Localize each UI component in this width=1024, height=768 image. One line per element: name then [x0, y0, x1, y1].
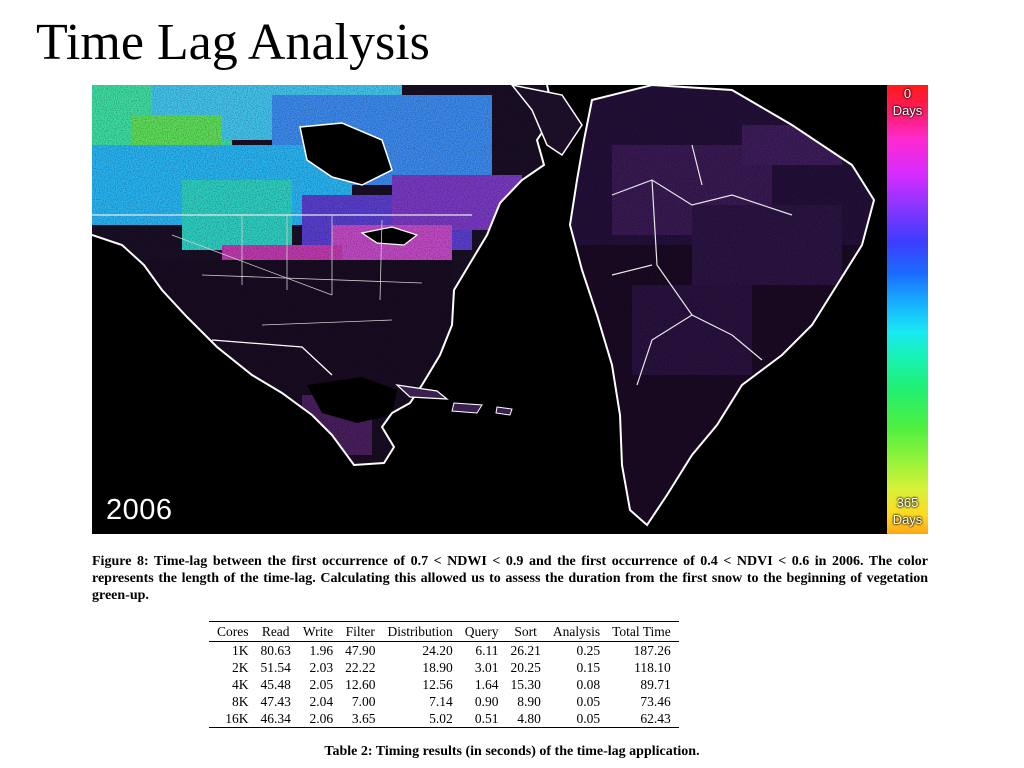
table-cell: 18.90	[422, 660, 453, 675]
table-cell: 0.15	[576, 660, 601, 675]
table-cell: 2.04	[309, 694, 334, 709]
table-cell: 8.90	[517, 694, 541, 709]
column-header-analysis: Analysis	[546, 621, 607, 642]
scale-bottom-value: 365	[896, 495, 919, 510]
color-scale-bar: 0 Days 365 Days	[887, 85, 928, 534]
table-cell: 46.34	[260, 711, 291, 726]
table-cell: 4.80	[517, 711, 541, 726]
table-cell: 0.90	[474, 694, 499, 709]
scale-top-unit: Days	[892, 103, 923, 118]
table-cell: 3.01	[474, 660, 499, 675]
table-cell: 1.96	[309, 643, 334, 658]
table-cell: 1K	[232, 643, 249, 658]
table-header-row: Cores Read Write Filter Distribution Que…	[209, 621, 679, 642]
table-cell: 0.05	[576, 694, 601, 709]
table-cell: 80.63	[260, 643, 291, 658]
table-cell: 51.54	[260, 660, 291, 675]
table-cell: 22.22	[345, 660, 376, 675]
table-cell: 4K	[232, 677, 249, 692]
table-cell: 89.71	[640, 677, 671, 692]
column-header-write: Write	[296, 621, 340, 642]
scale-top-value: 0	[903, 86, 912, 101]
table-cell: 73.46	[640, 694, 671, 709]
table-cell: 0.08	[576, 677, 601, 692]
table-cell: 7.00	[351, 694, 376, 709]
table-cell: 2K	[232, 660, 249, 675]
south-america-landmass	[568, 85, 876, 527]
column-header-read: Read	[254, 621, 297, 642]
table-cell: 62.43	[640, 711, 671, 726]
table-cell: 47.90	[345, 643, 376, 658]
table-cell: 0.05	[576, 711, 601, 726]
table-row: 2K 51.54 2.03 22.22 18.90 3.01 20.25 0.1…	[209, 659, 679, 676]
table-cell: 2.06	[309, 711, 334, 726]
table-cell: 24.20	[422, 643, 453, 658]
table-cell: 118.10	[634, 660, 671, 675]
time-lag-map-figure: 2006 0 Days 365 Days	[92, 85, 928, 534]
column-header-filter: Filter	[339, 621, 382, 642]
table-cell: 26.21	[510, 643, 541, 658]
table-cell: 15.30	[510, 677, 541, 692]
map-year-label: 2006	[106, 494, 173, 526]
table-cell: 12.60	[345, 677, 376, 692]
table-cell: 6.11	[475, 643, 499, 658]
table-cell: 45.48	[260, 677, 291, 692]
column-header-total-time: Total Time	[606, 621, 679, 642]
table-cell: 187.26	[633, 643, 671, 658]
column-header-sort: Sort	[504, 621, 547, 642]
table-cell: 7.14	[429, 694, 453, 709]
table-cell: 3.65	[351, 711, 376, 726]
slide-title: Time Lag Analysis	[36, 14, 430, 71]
column-header-query: Query	[458, 621, 505, 642]
americas-map	[92, 85, 876, 527]
table-cell: 1.64	[474, 677, 499, 692]
figure-caption: Figure 8: Time-lag between the first occ…	[92, 554, 928, 603]
table-cell: 20.25	[510, 660, 541, 675]
timing-results-table: Cores Read Write Filter Distribution Que…	[209, 621, 679, 728]
table-row: 8K 47.43 2.04 7.00 7.14 0.90 8.90 0.05 7…	[209, 693, 679, 710]
table-cell: 0.25	[576, 643, 601, 658]
table-caption: Table 2: Timing results (in seconds) of …	[324, 744, 700, 759]
scale-bottom-unit: Days	[892, 512, 923, 527]
column-header-cores: Cores	[209, 621, 255, 642]
table-row: 4K 45.48 2.05 12.60 12.56 1.64 15.30 0.0…	[209, 676, 679, 693]
table-cell: 2.05	[309, 677, 334, 692]
table-cell: 5.02	[429, 711, 453, 726]
table-cell: 12.56	[422, 677, 453, 692]
table-cell: 16K	[225, 711, 249, 726]
column-header-distribution: Distribution	[381, 621, 459, 642]
table-cell: 2.03	[309, 660, 334, 675]
table-row: 1K 80.63 1.96 47.90 24.20 6.11 26.21 0.2…	[209, 642, 679, 660]
table-row: 16K 46.34 2.06 3.65 5.02 0.51 4.80 0.05 …	[209, 710, 679, 728]
table-cell: 8K	[232, 694, 249, 709]
table-cell: 0.51	[474, 711, 499, 726]
table-cell: 47.43	[260, 694, 291, 709]
